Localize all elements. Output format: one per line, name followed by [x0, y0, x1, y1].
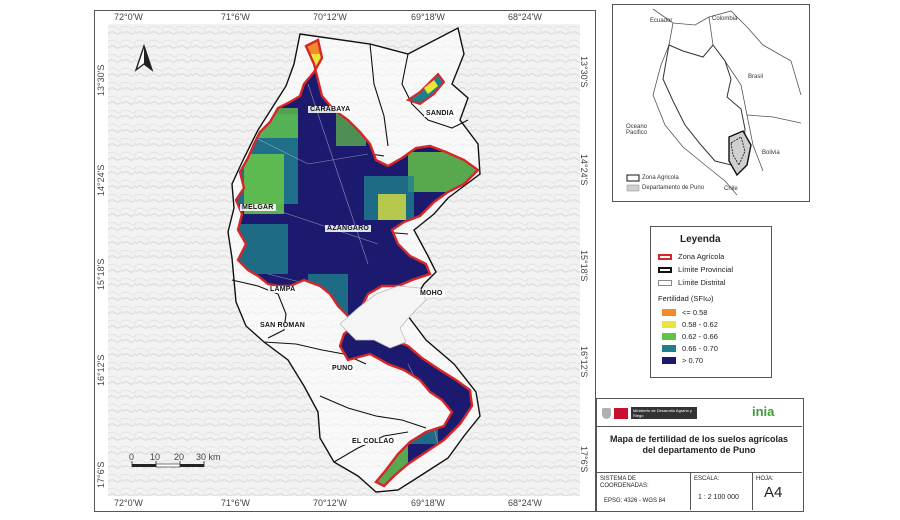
ministry-logo: Ministerio de Desarrollo Agrario y Riego — [602, 404, 702, 422]
inset-label-colombia: Colombia — [712, 16, 738, 22]
class-swatch — [662, 345, 676, 352]
fertility-map — [108, 24, 580, 496]
title-divider-2 — [596, 472, 802, 473]
sheet-label: HOJA: — [756, 476, 774, 482]
province-label-melgar: MELGAR — [240, 204, 276, 211]
shield-icon — [602, 407, 611, 419]
limite-provincial-swatch — [658, 266, 672, 273]
legend-label: Zona Agrícola — [678, 252, 725, 261]
scale-tick-label: 20 — [174, 452, 185, 462]
lake-titicaca — [339, 285, 427, 349]
left-tick: 13°30'S — [96, 64, 106, 96]
legend-class: 0.58 - 0.62 — [662, 320, 718, 329]
province-label-sandia: SANDIA — [424, 110, 457, 117]
legend-title: Leyenda — [680, 234, 721, 245]
left-tick: 15°18'S — [96, 258, 106, 290]
inset-label-ecuador: Ecuador — [650, 18, 673, 24]
province-label-san-roman: SAN ROMAN — [258, 322, 307, 329]
legend-class: > 0.70 — [662, 356, 703, 365]
ministry-text: Ministerio de Desarrollo Agrario y Riego — [631, 407, 697, 419]
bottom-tick: 70°12'W — [313, 498, 347, 508]
scale-tick-label: 30 km — [196, 452, 221, 462]
class-swatch — [662, 333, 676, 340]
fertility-title: Fertilidad (SFIω) — [658, 294, 713, 303]
crs-value: EPSG: 4326 - WGS 84 — [604, 498, 666, 504]
bottom-tick: 72°0'W — [114, 498, 143, 508]
sheet-value: A4 — [764, 484, 783, 501]
legend-class: 0.66 - 0.70 — [662, 344, 718, 353]
top-tick: 69°18'W — [411, 12, 445, 22]
scale-tick-label: 0 — [129, 452, 135, 462]
right-tick: 14°24'S — [579, 154, 589, 186]
legend-item-limite-provincial: Límite Provincial — [658, 265, 733, 274]
top-tick: 72°0'W — [114, 12, 143, 22]
legend-panel — [650, 226, 772, 378]
limite-distrital-swatch — [658, 279, 672, 286]
scale-label: ESCALA: — [694, 476, 720, 482]
sandia-fertility-patch — [424, 80, 438, 94]
right-tick: 15°18'S — [579, 250, 589, 282]
province-label-carabaya: CARABAYA — [308, 106, 353, 113]
right-tick: 17°6'S — [579, 446, 589, 473]
left-tick: 17°6'S — [96, 461, 106, 488]
inset-label-brasil: Brasil — [748, 74, 764, 80]
legend-class: <= 0.58 — [662, 308, 707, 317]
right-tick: 16°12'S — [579, 346, 589, 378]
zona-agricola-swatch — [658, 253, 672, 260]
bottom-tick: 69°18'W — [411, 498, 445, 508]
map-title: Mapa de fertilidad de los suelos agrícol… — [609, 434, 789, 455]
class-label: 0.66 - 0.70 — [682, 344, 718, 353]
cell-divider-1 — [690, 472, 691, 510]
legend-item-zona-agricola: Zona Agrícola — [658, 252, 724, 261]
legend-class: 0.62 - 0.66 — [662, 332, 718, 341]
inset-label-bolivia: Bolivia — [762, 150, 780, 156]
class-label: <= 0.58 — [682, 308, 708, 317]
legend-label: Límite Provincial — [678, 265, 734, 274]
inset-label-oceano: Oceano Pacifico — [626, 124, 648, 136]
class-swatch — [662, 309, 676, 316]
class-label: > 0.70 — [682, 356, 704, 365]
legend-label: Límite Distrital — [678, 278, 726, 287]
title-block — [596, 398, 804, 512]
title-divider — [596, 426, 802, 427]
province-label-azangaro: AZANGARO — [325, 225, 372, 232]
inset-legend-depto: Departamento de Puno — [642, 185, 705, 191]
scale-value: 1 : 2 100 000 — [698, 494, 739, 501]
inia-logo: inia — [752, 404, 775, 419]
scale-bar — [131, 461, 205, 468]
crs-label: SISTEMA DE COORDENADAS: — [600, 476, 649, 489]
inset-label-chile: Chile — [724, 186, 738, 192]
left-tick: 16°12'S — [96, 354, 106, 386]
province-label-el-collao: EL COLLAO — [350, 438, 397, 445]
north-arrow-icon — [134, 43, 154, 72]
class-label: 0.62 - 0.66 — [682, 332, 718, 341]
province-label-puno: PUNO — [330, 365, 356, 372]
fertility-title-text: Fertilidad (SFIω) — [658, 294, 714, 303]
top-tick: 70°12'W — [313, 12, 347, 22]
province-label-moho: MOHO — [418, 290, 445, 297]
province-label-lampa: LAMPA — [268, 286, 298, 293]
top-tick: 71°6'W — [221, 12, 250, 22]
class-swatch — [662, 321, 676, 328]
bottom-tick: 71°6'W — [221, 498, 250, 508]
legend-item-limite-distrital: Límite Distrital — [658, 278, 726, 287]
top-tick: 68°24'W — [508, 12, 542, 22]
right-tick: 13°30'S — [579, 56, 589, 88]
left-tick: 14°24'S — [96, 164, 106, 196]
cell-divider-2 — [752, 472, 753, 510]
class-swatch — [662, 357, 676, 364]
bottom-tick: 68°24'W — [508, 498, 542, 508]
scale-tick-label: 10 — [150, 452, 161, 462]
inset-map — [613, 5, 807, 199]
peru-badge — [614, 407, 628, 419]
inset-legend-zona: Zona Agricola — [642, 175, 679, 181]
north-symbol: A — [136, 30, 137, 31]
class-label: 0.58 - 0.62 — [682, 320, 718, 329]
